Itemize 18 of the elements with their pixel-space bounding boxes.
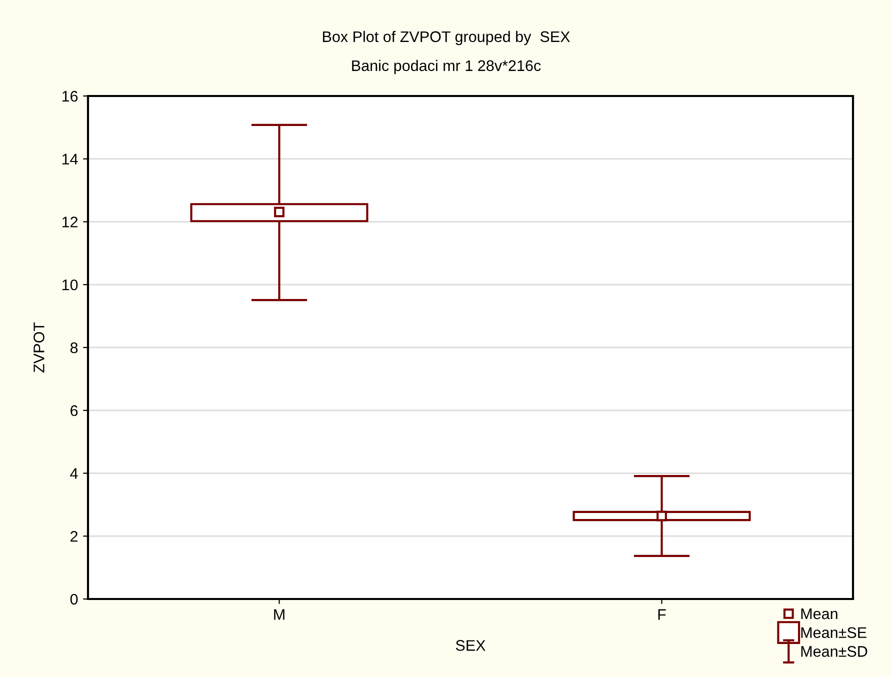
chart-subtitle: Banic podaci mr 1 28v*216c [352, 60, 541, 74]
y-axis-title: ZVPOT [34, 322, 44, 372]
chart-title: Box Plot of ZVPOT grouped by SEX [322, 30, 570, 46]
x-tick-label: M [274, 609, 284, 620]
y-tick-label: 0 [70, 594, 78, 605]
x-axis-title: SEX [456, 640, 486, 651]
y-tick-label: 10 [62, 279, 78, 290]
text: Mean±SD [801, 646, 868, 657]
y-tick-label: 2 [70, 530, 78, 542]
text: Mean [801, 608, 838, 620]
y-tick-label: 12 [62, 216, 78, 228]
text: Mean±SE [801, 627, 866, 638]
x-tick-label: F [658, 609, 666, 620]
y-tick-label: 4 [70, 468, 78, 479]
y-tick-label: 8 [70, 342, 78, 354]
y-tick-label: 16 [62, 90, 78, 102]
y-tick-label: 6 [70, 405, 78, 416]
y-tick-label: 14 [62, 154, 78, 164]
